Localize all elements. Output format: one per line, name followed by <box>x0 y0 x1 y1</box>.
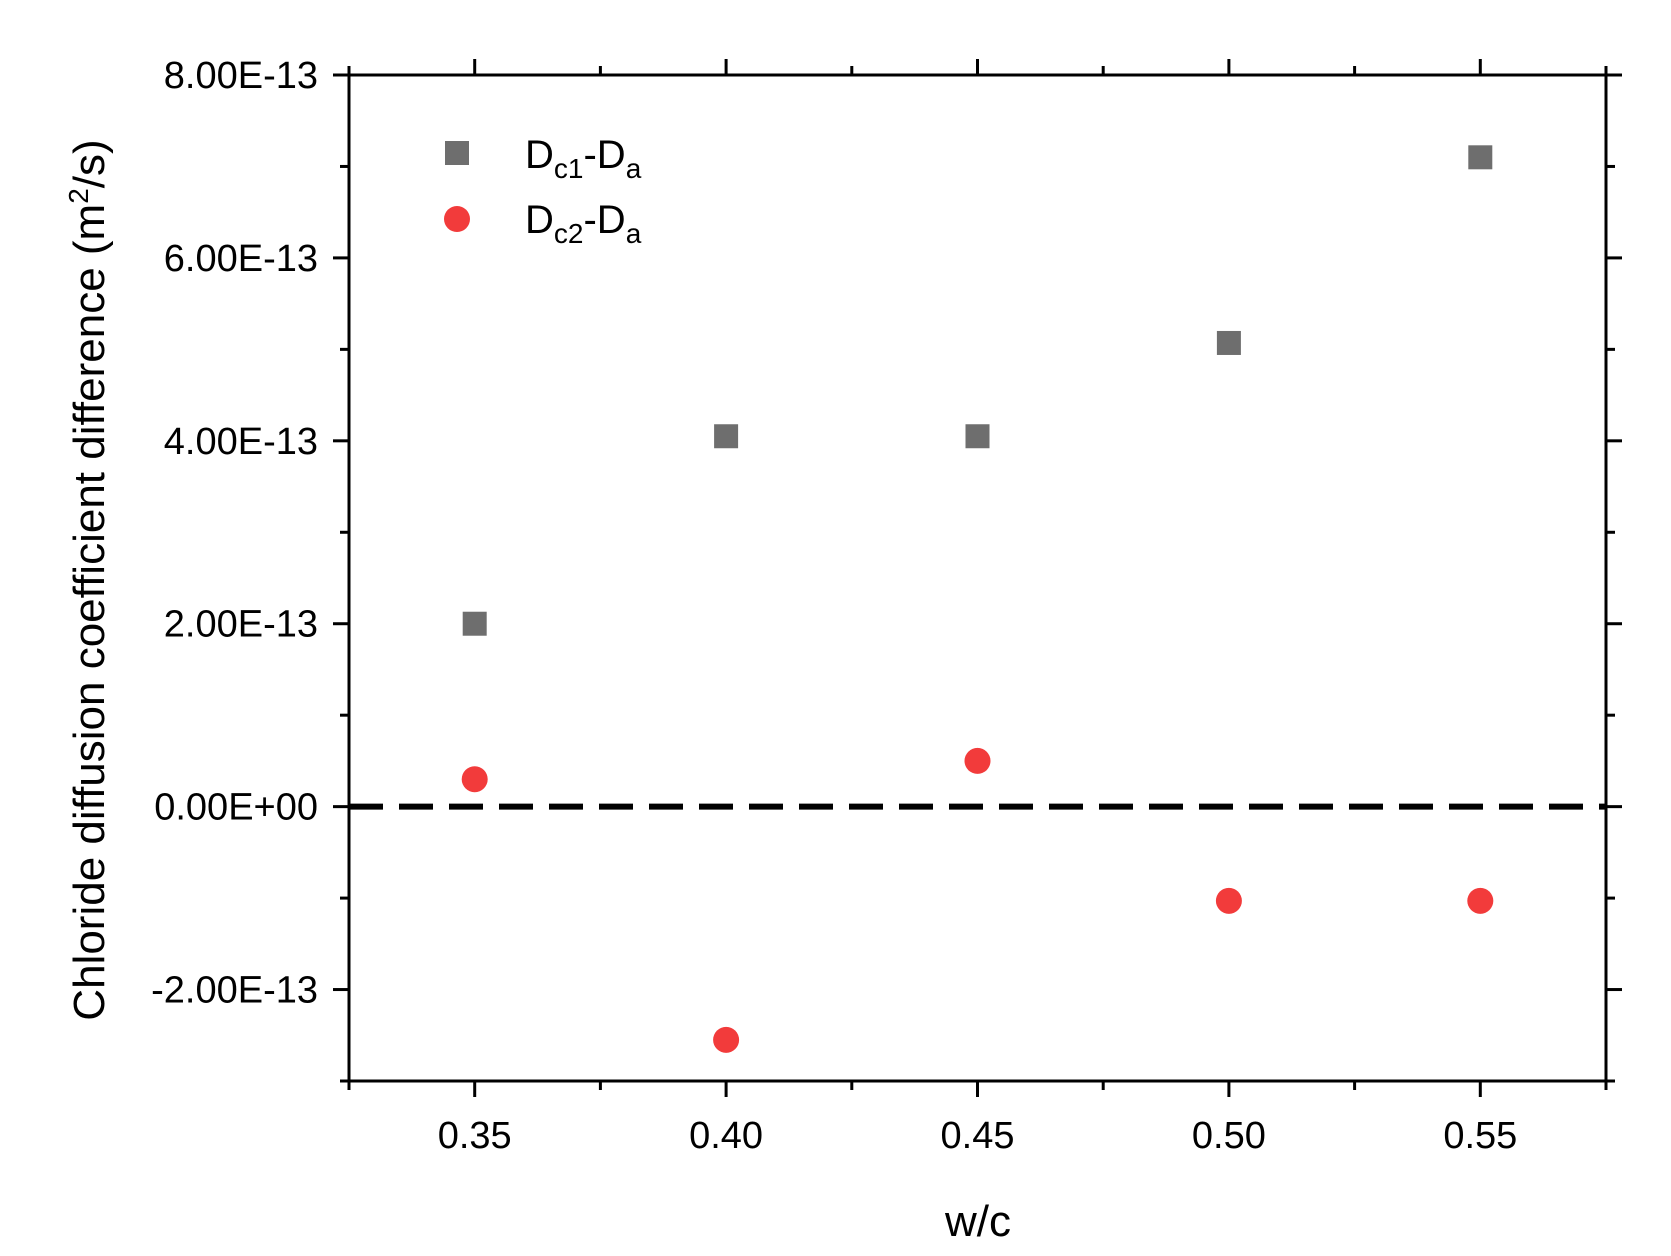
y-tick-label: 0.00E+00 <box>154 787 318 829</box>
data-point-dc2-da <box>1467 887 1494 914</box>
legend-marker-dc1-da <box>445 141 469 165</box>
data-point-dc1-da <box>1216 330 1241 355</box>
x-tick-label: 0.50 <box>1192 1115 1266 1157</box>
y-axis-label-tail: /s) <box>65 139 114 188</box>
x-tick-label: 0.40 <box>689 1115 763 1157</box>
y-axis-label-superscript: 2 <box>63 188 94 204</box>
y-axis-label-main: Chloride diffusion coefficient differenc… <box>65 204 114 1021</box>
x-tick-label: 0.45 <box>941 1115 1015 1157</box>
data-point-dc2-da <box>964 747 991 774</box>
y-tick-label: 2.00E-13 <box>164 604 318 646</box>
y-tick-label: 8.00E-13 <box>164 55 318 97</box>
data-point-dc1-da <box>1468 145 1493 170</box>
data-point-dc1-da <box>714 424 739 449</box>
y-tick-label: 6.00E-13 <box>164 238 318 280</box>
legend-marker-dc2-da <box>444 206 470 232</box>
data-point-dc2-da <box>713 1026 740 1053</box>
data-point-dc2-da <box>1215 887 1242 914</box>
y-tick-labels: -2.00E-13 0.00E+00 2.00E-13 4.00E-13 6.00E-1… <box>151 55 318 1012</box>
axis-ticks <box>333 59 1622 1097</box>
x-tick-label: 0.55 <box>1443 1115 1517 1157</box>
y-tick-label: 4.00E-13 <box>164 421 318 463</box>
x-tick-label: 0.35 <box>438 1115 512 1157</box>
data-point-dc1-da <box>462 611 487 636</box>
x-tick-labels: 0.35 0.40 0.45 0.50 0.55 <box>438 1115 1518 1157</box>
x-axis-label: w/c <box>944 1197 1011 1246</box>
y-axis-label: Chloride diffusion coefficient differenc… <box>63 139 114 1020</box>
legend-label-dc2-da: Dc2-Da <box>525 198 642 249</box>
data-point-dc1-da <box>965 424 990 449</box>
y-tick-label: -2.00E-13 <box>151 970 318 1012</box>
data-points <box>461 145 1494 1053</box>
legend: Dc1-Da Dc2-Da <box>444 133 642 249</box>
data-point-dc2-da <box>461 766 488 793</box>
legend-label-dc1-da: Dc1-Da <box>525 133 642 184</box>
